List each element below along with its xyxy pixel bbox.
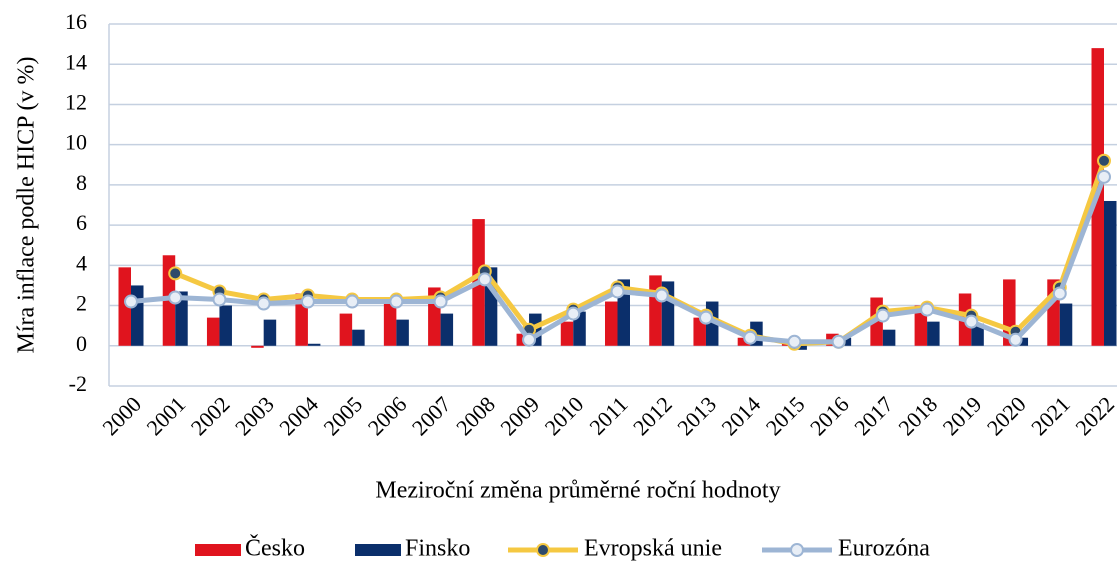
bar <box>352 329 365 346</box>
bar <box>971 323 984 346</box>
x-tick-label: 2014 <box>716 391 765 440</box>
x-tick-label: 2003 <box>230 391 279 440</box>
y-tick-label: 6 <box>76 210 87 235</box>
x-tick-label: 2005 <box>318 391 367 440</box>
legend-swatch <box>195 544 241 556</box>
bar <box>1059 303 1073 346</box>
x-tick-label: 2011 <box>584 391 632 439</box>
marker <box>743 330 758 345</box>
bar <box>440 313 454 346</box>
x-tick-label: 2012 <box>628 391 677 440</box>
y-tick-label: 14 <box>65 49 87 74</box>
bar <box>219 305 232 346</box>
bar <box>927 321 940 346</box>
x-tick-label: 2018 <box>893 391 942 440</box>
x-tick-label: 2006 <box>363 391 412 440</box>
bar <box>251 345 264 348</box>
marker <box>433 294 448 309</box>
bar <box>882 329 896 346</box>
x-tick-label: 2010 <box>540 391 589 440</box>
y-tick-label: 16 <box>65 9 87 34</box>
y-tick-label: -2 <box>69 371 87 396</box>
marker <box>300 294 315 309</box>
x-tick-label: 2016 <box>805 391 854 440</box>
y-tick-label: 12 <box>65 89 87 114</box>
legend-label: Eurozóna <box>838 536 930 562</box>
bar <box>118 267 131 346</box>
marker <box>345 294 360 309</box>
y-tick-label: 0 <box>76 331 87 356</box>
x-tick-label: 2022 <box>1070 391 1117 440</box>
bar <box>339 313 353 346</box>
bar <box>131 285 144 346</box>
bar <box>383 303 397 346</box>
marker <box>566 306 581 321</box>
bar <box>560 321 574 346</box>
marker <box>212 292 227 307</box>
bar <box>605 301 618 346</box>
bar <box>693 317 706 346</box>
x-tick-label: 2020 <box>982 391 1031 440</box>
marker <box>964 314 979 329</box>
marker <box>389 294 404 309</box>
marker <box>698 310 713 325</box>
y-tick-label: 10 <box>65 130 87 155</box>
marker <box>1097 153 1111 168</box>
x-tick-label: 2009 <box>495 391 544 440</box>
marker <box>522 332 537 347</box>
legend-swatch <box>355 544 401 556</box>
bar <box>206 317 220 346</box>
legend-label: Evropská unie <box>584 536 722 562</box>
marker <box>787 334 802 349</box>
marker <box>610 284 625 299</box>
x-tick-label: 2004 <box>274 391 323 440</box>
marker <box>654 288 669 303</box>
bar <box>794 345 807 350</box>
x-tick-label: 2007 <box>407 391 456 440</box>
marker <box>875 308 890 323</box>
bar <box>175 291 188 346</box>
bar <box>737 337 751 346</box>
x-axis-title: Meziroční změna průměrné roční hodnoty <box>375 478 780 504</box>
marker <box>1097 169 1111 184</box>
x-tick-label: 2015 <box>761 391 810 440</box>
marker <box>124 294 138 309</box>
bar <box>573 311 586 346</box>
marker <box>920 302 935 317</box>
marker <box>831 334 846 349</box>
bar <box>649 275 662 346</box>
marker <box>1052 286 1067 301</box>
marker <box>256 296 271 311</box>
x-tick-label: 2001 <box>142 391 191 440</box>
bar <box>396 319 409 346</box>
legend-marker <box>790 543 804 557</box>
marker <box>1008 332 1023 347</box>
x-tick-label: 2008 <box>451 391 500 440</box>
bar <box>307 343 321 346</box>
y-tick-label: 2 <box>76 291 87 316</box>
line <box>174 159 1107 347</box>
y-tick-label: 4 <box>76 250 87 275</box>
x-tick-label: 2021 <box>1026 391 1075 440</box>
x-tick-label: 2002 <box>186 391 235 440</box>
legend-label: Česko <box>245 535 305 562</box>
marker <box>168 266 183 281</box>
x-tick-label: 2019 <box>938 391 987 440</box>
legend-label: Finsko <box>405 536 470 562</box>
bar <box>1104 200 1117 346</box>
x-tick-label: 2017 <box>849 391 898 440</box>
marker <box>168 290 183 305</box>
x-tick-label: 2013 <box>672 391 721 440</box>
y-axis-title: Míra inflace podle HICP (v %) <box>14 56 40 353</box>
bar <box>263 319 277 346</box>
legend-marker <box>536 543 550 557</box>
x-tick-label: 2000 <box>97 391 146 440</box>
marker <box>477 272 492 287</box>
y-tick-label: 8 <box>76 170 87 195</box>
